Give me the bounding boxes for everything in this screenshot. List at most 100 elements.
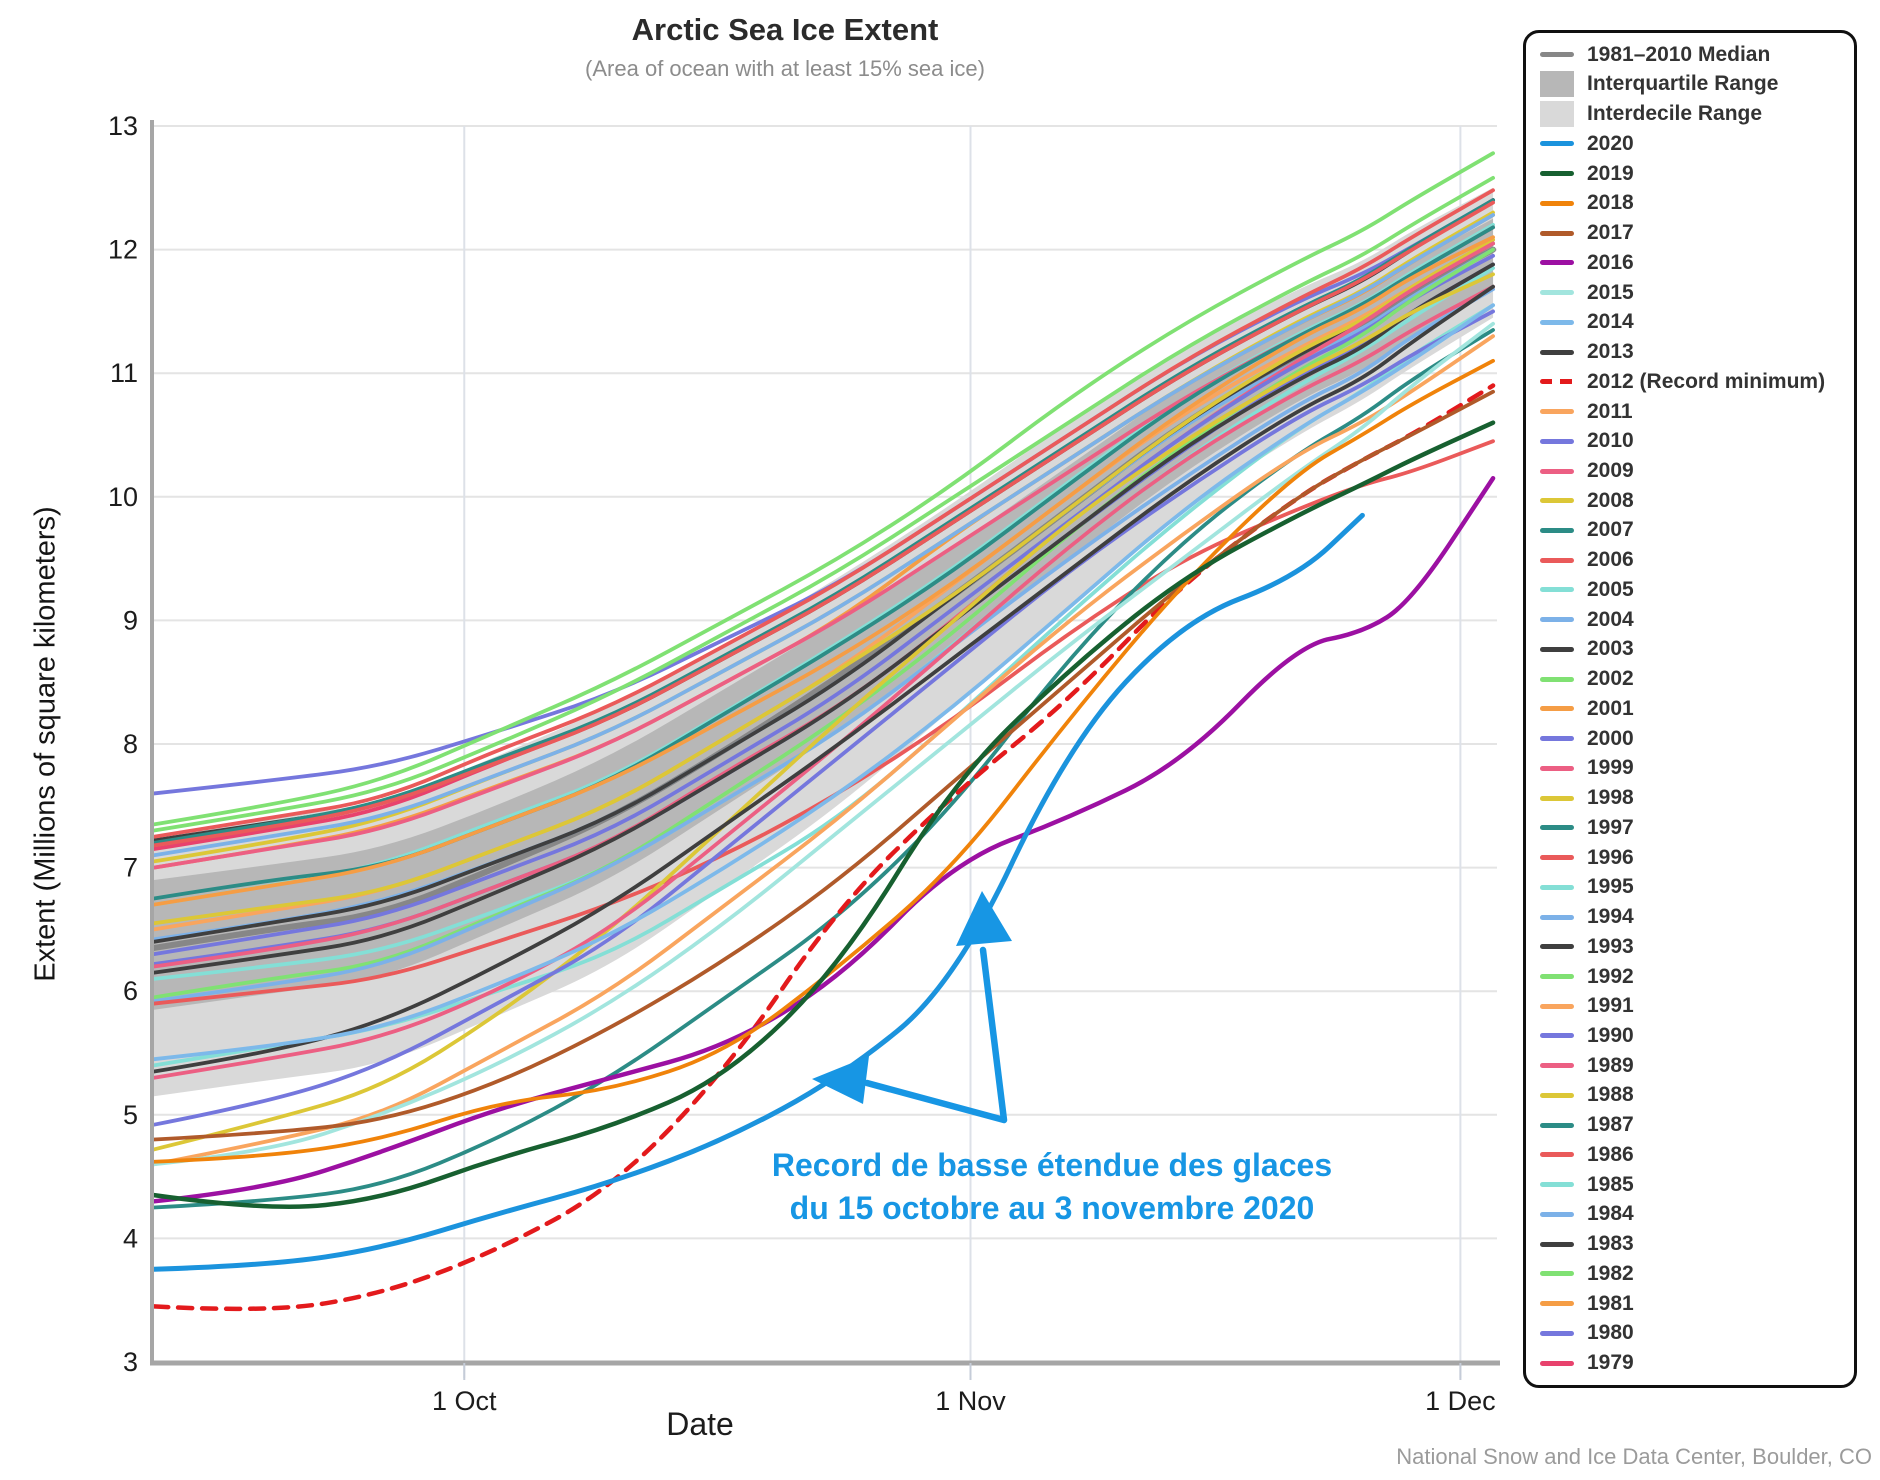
series-2006-line <box>152 439 1495 1006</box>
series-2009-line <box>152 284 1495 1080</box>
legend-swatch-icon <box>1540 1301 1574 1307</box>
legend-label: 1995 <box>1587 875 1634 899</box>
legend-item-2010: 2010 <box>1540 427 1848 455</box>
legend-swatch-icon <box>1540 52 1574 58</box>
legend-swatch-icon <box>1540 914 1574 920</box>
series-2012-line <box>151 383 1496 1312</box>
legend-label: 2014 <box>1587 310 1634 334</box>
axes <box>150 120 1500 1366</box>
series-2001-line <box>152 235 1495 907</box>
legend-item-2012: 2012 (Record minimum) <box>1540 368 1848 396</box>
chart-title: Arctic Sea Ice Extent <box>631 12 939 47</box>
y-tick-6: 6 <box>123 976 138 1006</box>
legend-label: 1987 <box>1587 1113 1634 1137</box>
tick-labels: 13 12 11 10 9 8 7 6 5 4 3 1 Oct 1 Nov 1 Dec <box>108 111 1496 1416</box>
legend-item-1982: 1982 <box>1540 1260 1848 1288</box>
annotation-arrowhead-left-icon <box>812 1056 869 1104</box>
legend-label: 1989 <box>1587 1053 1634 1077</box>
legend-swatch-icon <box>1540 409 1574 415</box>
legend-label: 1992 <box>1587 964 1634 988</box>
legend-item-2004: 2004 <box>1540 606 1848 634</box>
legend-swatch-icon <box>1540 736 1574 742</box>
legend-swatch-icon <box>1540 974 1574 979</box>
series-2020-line <box>151 512 1365 1272</box>
series-2002-line <box>152 247 1495 1000</box>
legend-item-2020: 2020 <box>1540 130 1848 158</box>
legend-item-1985: 1985 <box>1540 1171 1848 1199</box>
series-1996-line <box>152 200 1495 848</box>
series-2014-line <box>152 303 1495 1062</box>
series-1993-line <box>152 241 1495 944</box>
legend-swatch-icon <box>1540 1330 1574 1336</box>
y-tick-13: 13 <box>108 111 138 141</box>
legend-swatch-icon <box>1540 468 1574 474</box>
legend-item-2018: 2018 <box>1540 189 1848 217</box>
legend-swatch-icon <box>1540 676 1574 682</box>
y-tick-9: 9 <box>123 605 138 635</box>
legend-swatch-icon <box>1540 1271 1574 1277</box>
legend-label: 2016 <box>1587 250 1634 274</box>
legend-item-2007: 2007 <box>1540 516 1848 544</box>
series-2008-line <box>152 272 1495 1152</box>
legend-item-1984: 1984 <box>1540 1200 1848 1228</box>
legend-item-2005: 2005 <box>1540 576 1848 604</box>
series-2004-line <box>152 287 1495 1003</box>
legend-item-2016: 2016 <box>1540 249 1848 277</box>
legend-swatch-icon <box>1540 1122 1574 1128</box>
legend-item-1993: 1993 <box>1540 933 1848 961</box>
legend-label: 1990 <box>1587 1023 1634 1047</box>
series-2015-line <box>152 321 1495 1167</box>
legend: 1981–2010 Median Interquartile Range Inter… <box>1523 30 1857 1388</box>
legend-swatch-icon <box>1540 825 1574 831</box>
legend-item-2017: 2017 <box>1540 219 1848 247</box>
legend-swatch-icon <box>1540 944 1574 950</box>
series-lines <box>151 151 1496 1312</box>
legend-swatch-icon <box>1540 1152 1574 1158</box>
legend-label: 1994 <box>1587 905 1634 929</box>
legend-item-1994: 1994 <box>1540 903 1848 931</box>
legend-label: 1997 <box>1587 815 1634 839</box>
legend-label: 1979 <box>1587 1351 1634 1375</box>
series-2010-line <box>152 309 1495 1127</box>
legend-swatch-icon <box>1540 646 1574 652</box>
legend-item-2011: 2011 <box>1540 398 1848 426</box>
legend-label: 1999 <box>1587 756 1634 780</box>
legend-label: 1996 <box>1587 845 1634 869</box>
legend-swatch-icon <box>1540 290 1574 296</box>
legend-item-2009: 2009 <box>1540 457 1848 485</box>
legend-item-1980: 1980 <box>1540 1319 1848 1347</box>
legend-label: 2013 <box>1587 340 1634 364</box>
legend-label: 2020 <box>1587 131 1634 155</box>
legend-swatch-icon <box>1540 379 1574 385</box>
legend-item-1991: 1991 <box>1540 992 1848 1020</box>
legend-item-1981–2010-median: 1981–2010 Median <box>1540 41 1848 69</box>
series-2011-line <box>152 334 1495 1167</box>
legend-label: 2004 <box>1587 607 1634 631</box>
legend-swatch-icon <box>1540 319 1574 325</box>
legend-label: 1981 <box>1587 1291 1634 1315</box>
legend-swatch-icon <box>1540 349 1574 355</box>
x-tick-1-dec: 1 Dec <box>1425 1386 1496 1416</box>
legend-label: 1988 <box>1587 1083 1634 1107</box>
legend-swatch-icon <box>1540 795 1574 801</box>
legend-label: 1993 <box>1587 934 1634 958</box>
legend-label: 2017 <box>1587 221 1634 245</box>
legend-item-2019: 2019 <box>1540 160 1848 188</box>
series-1987-line <box>152 198 1495 845</box>
legend-swatch-icon <box>1540 1033 1574 1039</box>
legend-item-2006: 2006 <box>1540 546 1848 574</box>
series-2016-line <box>151 476 1496 1204</box>
y-tick-12: 12 <box>108 235 138 265</box>
series-1998-line <box>152 237 1495 926</box>
series-1986-line <box>152 188 1495 839</box>
legend-swatch-icon <box>1540 1092 1574 1098</box>
legend-label: 1985 <box>1587 1172 1634 1196</box>
legend-label: 2019 <box>1587 161 1634 185</box>
legend-swatch-icon <box>1540 1182 1574 1188</box>
legend-label: 2006 <box>1587 548 1634 572</box>
legend-label: 2001 <box>1587 696 1634 720</box>
legend-label: 2000 <box>1587 726 1634 750</box>
series-1994-line <box>152 213 1495 858</box>
